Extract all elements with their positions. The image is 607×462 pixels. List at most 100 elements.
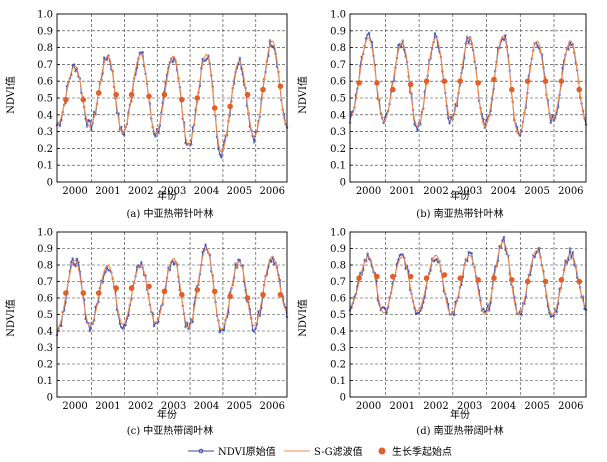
ndvi-raw-point <box>252 330 256 333</box>
ndvi-raw-point <box>567 258 570 262</box>
x-tick-label: 2006 <box>558 186 583 197</box>
x-axis-label: 年份 <box>450 408 470 421</box>
legend-raw-marker <box>198 448 204 454</box>
y-tick-label: 0.7 <box>330 60 346 71</box>
growth-start-point <box>80 96 87 103</box>
ndvi-raw-point <box>537 246 541 250</box>
ndvi-raw-point <box>401 39 405 42</box>
sg-filtered-line <box>56 40 288 153</box>
growth-start-point <box>244 91 251 98</box>
ndvi-raw-point <box>218 153 222 156</box>
growth-start-point <box>524 278 531 285</box>
ndvi-raw-point <box>157 131 160 135</box>
ndvi-raw-point <box>383 307 387 311</box>
x-axis-label: 年份 <box>157 408 177 421</box>
ndvi-raw-point <box>121 327 124 330</box>
x-tick-label: 2005 <box>524 186 549 197</box>
ndvi-raw-point <box>190 143 193 146</box>
y-tick-label: 0.9 <box>330 26 346 37</box>
x-tick-label: 2001 <box>390 186 415 197</box>
x-tick-label: 2003 <box>161 186 186 197</box>
growth-start-point <box>356 275 362 282</box>
growth-start-point <box>227 103 233 110</box>
growth-start-point <box>491 275 497 282</box>
ndvi-raw-point <box>488 309 491 312</box>
growth-start-point <box>194 286 201 293</box>
ndvi-raw-point <box>468 251 472 255</box>
growth-start-point <box>161 91 168 98</box>
x-tick-label: 2005 <box>227 401 252 412</box>
ndvi-raw-point <box>171 60 174 64</box>
ndvi-raw-point <box>518 134 522 137</box>
ndvi-raw-point <box>435 257 438 261</box>
growth-start-point <box>63 290 69 296</box>
ndvi-raw-point <box>72 263 76 266</box>
ndvi-raw-point <box>102 56 106 59</box>
growth-start-point <box>211 105 218 111</box>
ndvi-raw-point <box>218 330 222 334</box>
growth-start-point <box>80 290 87 296</box>
ndvi-raw-point <box>571 250 575 254</box>
x-tick-label: 2000 <box>356 186 381 197</box>
y-tick-label: 0.3 <box>330 127 346 138</box>
growth-start-point <box>576 86 583 93</box>
ndvi-raw-point <box>118 322 122 326</box>
growth-start-point <box>244 295 251 301</box>
ndvi-raw-point <box>141 50 144 54</box>
ndvi-raw-point <box>350 306 353 309</box>
ndvi-raw-point <box>222 328 226 332</box>
ndvi-raw-point <box>568 40 572 44</box>
y-tick-label: 0.6 <box>330 77 346 88</box>
y-tick-label: 0.1 <box>330 376 346 387</box>
ndvi-raw-point <box>501 239 504 242</box>
y-tick-label: 0.1 <box>37 376 53 387</box>
ndvi-raw-point <box>74 264 77 268</box>
y-axis-label: NDVI值 <box>4 299 17 337</box>
growth-start-point <box>407 273 414 280</box>
panel-caption: (d) 南亚热带阔叶林 <box>416 424 503 437</box>
panel-b: NDVI值 年份 (b) 南亚热带针叶林 0 0.1 0.2 0.3 0.4 0.5 0.6… <box>296 10 588 220</box>
growth-start-point <box>277 291 284 298</box>
ndvi-raw-point <box>417 311 421 315</box>
x-tick-label: 2004 <box>194 401 219 412</box>
ndvi-raw-point <box>433 32 437 35</box>
ndvi-raw-point <box>551 114 554 117</box>
ndvi-raw-point <box>552 119 556 122</box>
y-tick-label: 0.2 <box>330 144 346 155</box>
growth-start-point <box>146 283 152 290</box>
growth-start-point <box>113 91 119 98</box>
ndvi-raw-point <box>140 51 143 55</box>
ndvi-raw-point <box>414 312 418 316</box>
y-tick-label: 0.5 <box>37 94 53 105</box>
ndvi-raw-point <box>485 118 488 122</box>
growth-start-point <box>475 277 481 283</box>
ndvi-raw-point <box>270 260 273 264</box>
growth-start-point <box>423 78 430 84</box>
ndvi-raw-point <box>74 69 77 73</box>
y-axis-label: NDVI值 <box>4 76 17 114</box>
growth-start-point <box>542 78 549 84</box>
ndvi-raw-point <box>382 306 385 309</box>
ndvi-raw-point <box>552 314 556 318</box>
ndvi-raw-point <box>58 124 62 128</box>
y-tick-label: 0.8 <box>37 43 53 54</box>
ndvi-raw-point <box>238 56 242 60</box>
y-tick-label: 0.2 <box>330 360 346 371</box>
growth-start-point <box>260 291 266 298</box>
y-tick-label: 0.9 <box>37 26 53 37</box>
y-axis-label: NDVI值 <box>296 76 309 114</box>
ndvi-raw-point <box>502 236 506 239</box>
y-axis-label: NDVI值 <box>296 299 309 337</box>
plot-frame <box>349 231 587 398</box>
ndvi-raw-point <box>470 252 473 255</box>
ndvi-raw-point <box>251 329 254 332</box>
y-tick-label: 0.1 <box>330 161 346 172</box>
y-tick-label: 0 <box>340 393 346 404</box>
x-tick-label: 2004 <box>491 186 516 197</box>
ndvi-raw-point <box>400 45 403 49</box>
ndvi-raw-point <box>367 31 371 35</box>
plot-frame <box>56 231 288 398</box>
ndvi-raw-point <box>385 311 388 315</box>
ndvi-raw-point <box>204 243 207 247</box>
